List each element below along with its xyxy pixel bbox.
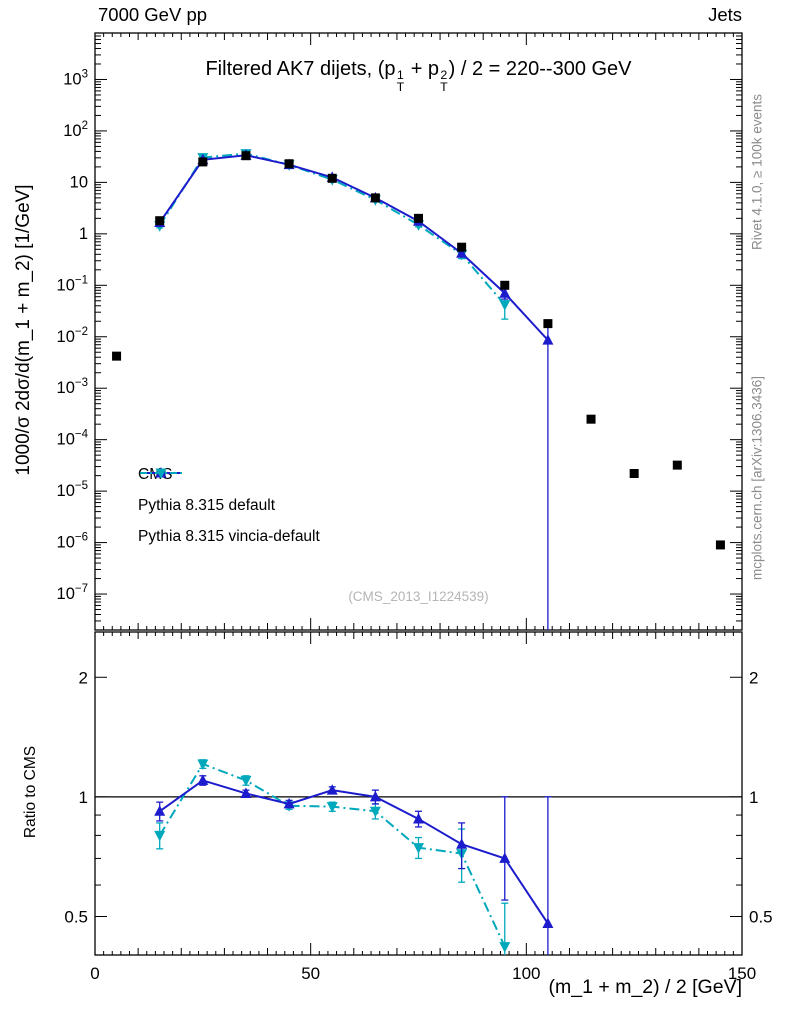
y-axis-label: 1000/σ 2dσ/d(m_1 + m_2) [1/GeV]: [13, 184, 34, 476]
legend-label: Pythia 8.315 vincia-default: [138, 527, 320, 545]
svg-text:10−2: 10−2: [57, 326, 88, 346]
svg-text:103: 103: [63, 68, 88, 88]
svg-text:1: 1: [749, 788, 758, 807]
svg-text:10−5: 10−5: [57, 480, 88, 500]
svg-text:50: 50: [301, 964, 320, 983]
svg-text:150: 150: [728, 964, 756, 983]
svg-text:10−3: 10−3: [57, 377, 88, 397]
svg-text:0.5: 0.5: [749, 907, 773, 926]
plot-title: Filtered AK7 dijets, (p 1 T + p 2 T) / 2 = 2…: [205, 58, 632, 95]
analysis-group-label: Jets: [708, 4, 742, 25]
svg-text:1: 1: [79, 225, 88, 243]
svg-text:10−7: 10−7: [57, 583, 88, 603]
legend: CMS Pythia 8.315 default Pythia 8.315 vinc…: [138, 463, 320, 548]
mcplots-reference-label: mcplots.cern.ch [arXiv:1306.3436]: [749, 375, 765, 581]
svg-text:102: 102: [63, 120, 88, 140]
rivet-version-label: Rivet 4.1.0, ≥ 100k events: [749, 94, 765, 250]
svg-text:0.5: 0.5: [64, 907, 88, 926]
ratio-axis-label: Ratio to CMS: [22, 745, 39, 839]
svg-text:10−4: 10−4: [57, 429, 89, 449]
legend-marker-triangle-down: [140, 468, 182, 479]
beam-energy-label: 7000 GeV pp: [98, 4, 208, 25]
svg-text:100: 100: [512, 964, 540, 983]
svg-text:0: 0: [90, 964, 99, 983]
svg-text:10−1: 10−1: [57, 274, 88, 294]
svg-text:2: 2: [79, 668, 88, 687]
svg-text:10−6: 10−6: [57, 532, 88, 552]
x-axis-label: (m_1 + m_2) / 2 [GeV]: [548, 976, 742, 998]
legend-label: Pythia 8.315 default: [138, 496, 276, 514]
legend-item: Pythia 8.315 vincia-default: [138, 468, 320, 548]
analysis-id-watermark: (CMS_2013_I1224539): [348, 589, 489, 604]
svg-text:2: 2: [749, 668, 758, 687]
legend-item: Pythia 8.315 default: [138, 467, 320, 517]
svg-text:1: 1: [79, 788, 88, 807]
svg-text:10: 10: [70, 173, 88, 191]
